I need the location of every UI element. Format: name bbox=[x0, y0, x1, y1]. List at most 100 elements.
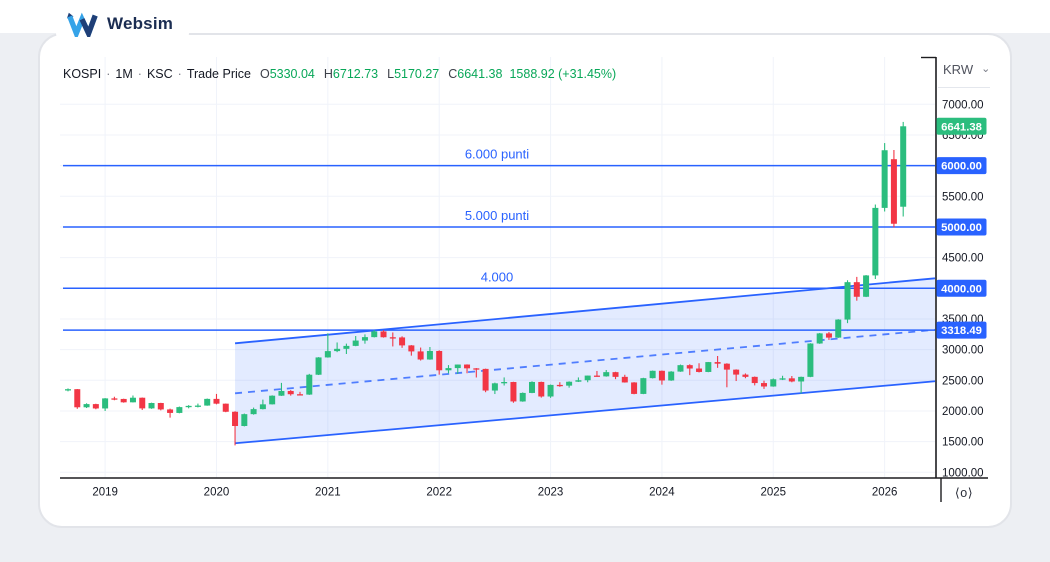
chart-card: KOSPI · 1M · KSC · Trade Price O5330.04 … bbox=[38, 33, 1012, 528]
candle-body bbox=[491, 383, 498, 391]
candle-body bbox=[547, 384, 554, 397]
year-label: 2021 bbox=[315, 487, 341, 499]
candle-body bbox=[157, 402, 164, 410]
price-badges: 6641.38 6000.00 5000.00 4000.00 3318.49 bbox=[936, 117, 987, 339]
candle-body bbox=[761, 383, 767, 387]
candle-body bbox=[436, 350, 443, 371]
candle-body bbox=[389, 337, 396, 339]
candle-body bbox=[770, 379, 777, 387]
price-tick-label: 1500.00 bbox=[942, 437, 984, 449]
candle-body bbox=[649, 370, 656, 379]
candle-body bbox=[900, 126, 907, 207]
price-badge-label: 4000.00 bbox=[941, 283, 982, 295]
price-tick-label: 2500.00 bbox=[942, 375, 984, 387]
candle-body bbox=[139, 397, 146, 409]
candle-body bbox=[751, 376, 758, 384]
candle-body bbox=[825, 333, 832, 338]
candle-body bbox=[167, 409, 174, 413]
candle-body bbox=[835, 319, 842, 338]
candle-body bbox=[65, 389, 71, 391]
axis-separator bbox=[938, 87, 990, 88]
candle-body bbox=[603, 372, 610, 377]
candle-body bbox=[658, 370, 665, 381]
candle-body bbox=[120, 398, 127, 403]
candle-body bbox=[454, 364, 461, 369]
change-value: 1588.92 (+31.45%) bbox=[509, 67, 617, 81]
candle-body bbox=[250, 409, 257, 415]
websim-logo[interactable]: Websim bbox=[56, 5, 190, 43]
high-value: H6712.73 bbox=[323, 67, 379, 81]
chevron-down-icon: ⌄ bbox=[981, 63, 991, 75]
currency-dropdown[interactable]: KRW ⌄ bbox=[943, 62, 990, 77]
symbol-legend[interactable]: KOSPI · 1M · KSC · Trade Price O5330.04 … bbox=[63, 67, 616, 81]
candle-body bbox=[74, 389, 81, 408]
level-label: 5.000 punti bbox=[465, 208, 529, 223]
candles-layer[interactable] bbox=[65, 121, 907, 446]
year-label: 2025 bbox=[760, 487, 786, 499]
websim-logo-icon bbox=[66, 12, 98, 37]
candle-body bbox=[510, 382, 517, 402]
time-axis[interactable]: 2019 2020 2021 2022 2023 2024 2025 2026 bbox=[92, 487, 897, 499]
price-tick-label: 4500.00 bbox=[942, 253, 984, 265]
candle-body bbox=[529, 381, 535, 393]
candle-body bbox=[677, 365, 684, 372]
candle-body bbox=[343, 345, 350, 349]
currency-label: KRW bbox=[943, 62, 974, 77]
price-tick-label: 1000.00 bbox=[942, 467, 984, 479]
year-label: 2024 bbox=[649, 487, 675, 499]
candle-body bbox=[519, 392, 526, 402]
brand-name: Websim bbox=[107, 14, 174, 33]
candle-body bbox=[668, 371, 675, 381]
open-value: O5330.04 bbox=[259, 67, 315, 81]
candle-body bbox=[640, 378, 647, 394]
price-tick-label: 3000.00 bbox=[942, 345, 984, 357]
year-label: 2023 bbox=[538, 487, 564, 499]
series-type-label: Trade Price bbox=[186, 67, 251, 81]
candle-body bbox=[408, 345, 415, 352]
candle-body bbox=[417, 351, 424, 360]
candle-body bbox=[696, 368, 703, 372]
candle-body bbox=[324, 351, 331, 358]
candle-body bbox=[705, 362, 712, 372]
level-price-badge bbox=[936, 321, 987, 339]
candle-body bbox=[890, 159, 897, 224]
candle-body bbox=[593, 375, 600, 377]
horizontal-level-lines[interactable]: 6.000 punti 5.000 punti 4.000 bbox=[63, 147, 935, 331]
candle-body bbox=[232, 411, 239, 426]
legend-separator: · bbox=[177, 67, 182, 81]
candle-body bbox=[733, 369, 740, 375]
candle-body bbox=[723, 363, 730, 370]
candle-body bbox=[612, 372, 619, 377]
candle-body bbox=[129, 397, 136, 403]
candle-body bbox=[482, 368, 489, 391]
candle-body bbox=[111, 398, 118, 400]
year-label: 2020 bbox=[204, 487, 230, 499]
candle-body bbox=[686, 365, 693, 369]
candle-body bbox=[714, 362, 721, 364]
candle-body bbox=[473, 368, 480, 370]
candle-body bbox=[584, 375, 591, 381]
interval-label: 1M bbox=[115, 67, 133, 81]
candle-body bbox=[556, 384, 563, 387]
candle-body bbox=[297, 394, 303, 396]
axis-settings-icon[interactable]: ⟨o⟩ bbox=[954, 486, 974, 500]
close-value: C6641.38 bbox=[448, 67, 503, 81]
candle-body bbox=[315, 357, 322, 375]
candle-body bbox=[185, 405, 192, 408]
candle-body bbox=[222, 403, 229, 412]
candle-body bbox=[278, 390, 285, 396]
candle-body bbox=[269, 395, 276, 405]
parallel-channel-drawing[interactable] bbox=[234, 277, 936, 445]
low-value: L5170.27 bbox=[387, 67, 440, 81]
candle-body bbox=[464, 364, 471, 369]
price-badge-label: 6000.00 bbox=[941, 161, 982, 173]
price-tick-label: 5500.00 bbox=[942, 191, 984, 203]
candle-body bbox=[844, 282, 851, 320]
candle-body bbox=[426, 350, 433, 360]
candle-body bbox=[352, 340, 359, 346]
candle-body bbox=[621, 376, 628, 383]
candle-body bbox=[779, 378, 786, 380]
candle-body bbox=[575, 380, 582, 382]
